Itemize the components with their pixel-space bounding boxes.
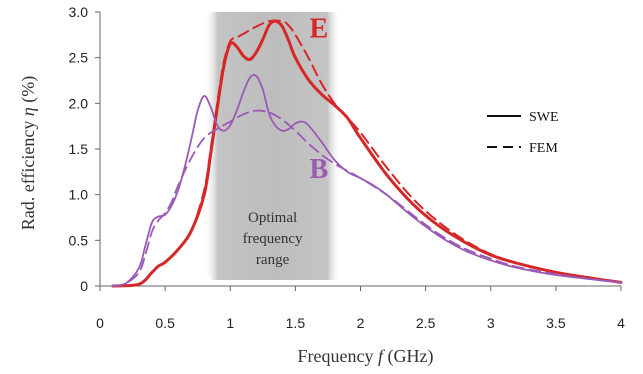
y-tick-label: 1.5 [69, 141, 89, 157]
x-tick-label: 0 [96, 315, 104, 331]
band-label-line: range [256, 252, 290, 268]
x-tick-label: 1 [226, 315, 234, 331]
y-tick-label: 0 [80, 278, 88, 294]
series-labels: EB [309, 14, 328, 186]
x-tick-label: 3.5 [546, 315, 566, 331]
y-tick-label: 1.0 [69, 187, 89, 203]
series-lines [111, 19, 623, 288]
series-e-fem-line [112, 19, 622, 287]
y-tick-label: 3.0 [69, 4, 89, 20]
y-tick-label: 2.0 [69, 95, 89, 111]
legend-label-fem: FEM [529, 141, 558, 156]
axes: 0 0.5 1 1.5 2 2.5 3 3.5 4 0 0.5 1.0 1.5 2.0 2.5 3.0 Freq… [18, 4, 625, 367]
x-tick-label: 0.5 [155, 315, 175, 331]
x-tick-label: 3 [487, 315, 495, 331]
x-tick-label: 2 [357, 315, 365, 331]
series-label-b: B [309, 154, 328, 185]
x-axis-title: Frequency f (GHz) [298, 346, 434, 367]
series-b-swe-line [112, 74, 622, 287]
y-tick-label: 0.5 [69, 232, 89, 248]
band-label-line: Optimal [248, 210, 297, 226]
x-tick-label: 4 [617, 315, 625, 331]
optimal-band: Optimal frequency range [204, 12, 341, 280]
legend: SWE FEM [487, 110, 559, 156]
series-b-fem-line [112, 109, 622, 287]
band-label-line: frequency [243, 231, 303, 247]
y-tick-label: 2.5 [69, 50, 89, 66]
legend-label-swe: SWE [529, 110, 559, 125]
series-e-swe-line [111, 19, 623, 288]
y-axis-title: Rad. efficiency η (%) [18, 76, 39, 231]
series-label-e: E [309, 14, 328, 45]
x-tick-label: 2.5 [416, 315, 436, 331]
x-tick-label: 1.5 [286, 315, 306, 331]
